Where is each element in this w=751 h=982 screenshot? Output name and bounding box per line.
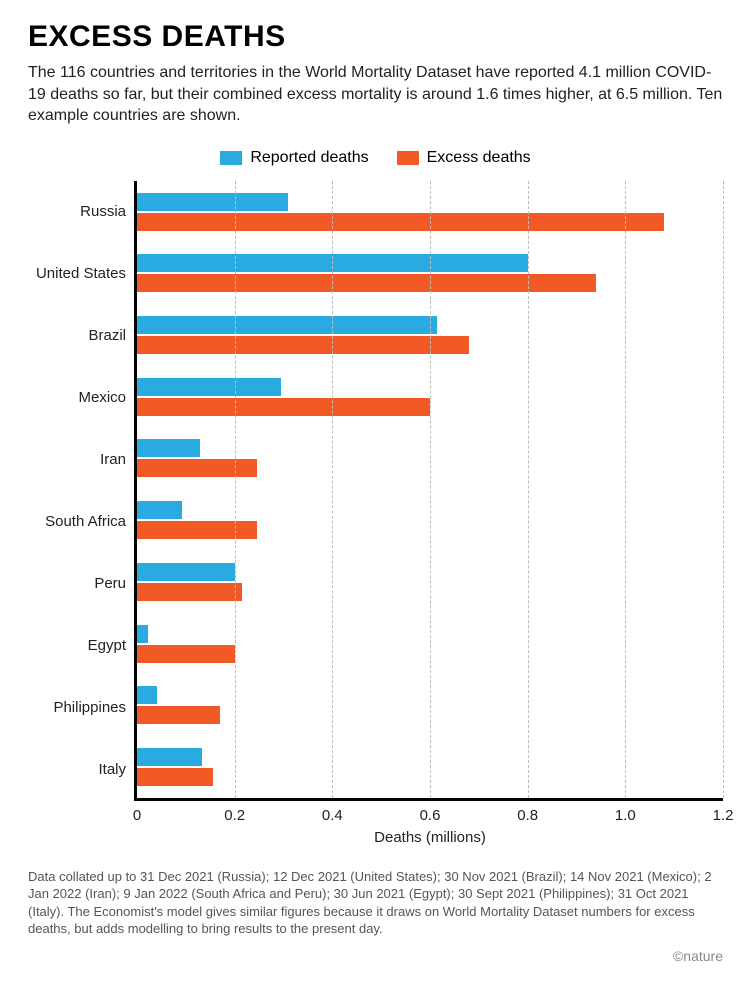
bar-excess bbox=[137, 398, 430, 416]
bar-reported bbox=[137, 316, 437, 334]
x-tick-label: 0.2 bbox=[224, 807, 245, 824]
x-tick-label: 1.2 bbox=[713, 807, 734, 824]
x-tick-label: 0 bbox=[133, 807, 141, 824]
y-axis-label: United States bbox=[28, 243, 126, 305]
x-tick-label: 1.0 bbox=[615, 807, 636, 824]
legend-swatch bbox=[397, 151, 419, 165]
legend-label: Excess deaths bbox=[427, 149, 531, 167]
y-axis-label: South Africa bbox=[28, 491, 126, 553]
legend-item: Reported deaths bbox=[220, 149, 368, 167]
bar-excess bbox=[137, 645, 235, 663]
bar-reported bbox=[137, 686, 157, 704]
bar-excess bbox=[137, 521, 257, 539]
gridline bbox=[430, 181, 431, 798]
bar-reported bbox=[137, 748, 202, 766]
bar-excess bbox=[137, 583, 242, 601]
gridline bbox=[723, 181, 724, 798]
y-axis-label: Iran bbox=[28, 429, 126, 491]
gridline bbox=[528, 181, 529, 798]
bar-reported bbox=[137, 625, 148, 643]
bar-excess bbox=[137, 336, 469, 354]
chart-area: RussiaUnited StatesBrazilMexicoIranSouth… bbox=[28, 181, 723, 801]
credit: ©nature bbox=[28, 948, 723, 964]
gridline bbox=[332, 181, 333, 798]
gridline bbox=[235, 181, 236, 798]
legend-swatch bbox=[220, 151, 242, 165]
plot bbox=[134, 181, 723, 801]
y-axis-label: Mexico bbox=[28, 367, 126, 429]
y-axis-labels: RussiaUnited StatesBrazilMexicoIranSouth… bbox=[28, 181, 134, 801]
x-axis-label: Deaths (millions) bbox=[137, 829, 723, 846]
bar-reported bbox=[137, 501, 182, 519]
legend: Reported deaths Excess deaths bbox=[28, 149, 723, 167]
y-axis-label: Italy bbox=[28, 739, 126, 801]
x-tick-label: 0.8 bbox=[517, 807, 538, 824]
y-axis-label: Egypt bbox=[28, 615, 126, 677]
chart-title: EXCESS DEATHS bbox=[28, 22, 723, 52]
legend-label: Reported deaths bbox=[250, 149, 368, 167]
bar-excess bbox=[137, 213, 664, 231]
gridline bbox=[625, 181, 626, 798]
bar-excess bbox=[137, 706, 220, 724]
bar-reported bbox=[137, 563, 235, 581]
x-axis: 00.20.40.60.81.01.2 Deaths (millions) bbox=[28, 807, 723, 846]
y-axis-label: Peru bbox=[28, 553, 126, 615]
bar-excess bbox=[137, 459, 257, 477]
y-axis-label: Russia bbox=[28, 181, 126, 243]
chart-subtitle: The 116 countries and territories in the… bbox=[28, 62, 723, 127]
y-axis-label: Philippines bbox=[28, 677, 126, 739]
bar-reported bbox=[137, 378, 281, 396]
x-axis-spacer-2 bbox=[28, 825, 137, 846]
x-tick-label: 0.4 bbox=[322, 807, 343, 824]
bar-excess bbox=[137, 768, 213, 786]
footnote: Data collated up to 31 Dec 2021 (Russia)… bbox=[28, 868, 723, 938]
x-axis-ticks: 00.20.40.60.81.01.2 bbox=[137, 807, 723, 825]
bar-reported bbox=[137, 193, 288, 211]
legend-item: Excess deaths bbox=[397, 149, 531, 167]
x-axis-spacer bbox=[28, 807, 137, 825]
y-axis-label: Brazil bbox=[28, 305, 126, 367]
bar-reported bbox=[137, 439, 200, 457]
x-tick-label: 0.6 bbox=[420, 807, 441, 824]
